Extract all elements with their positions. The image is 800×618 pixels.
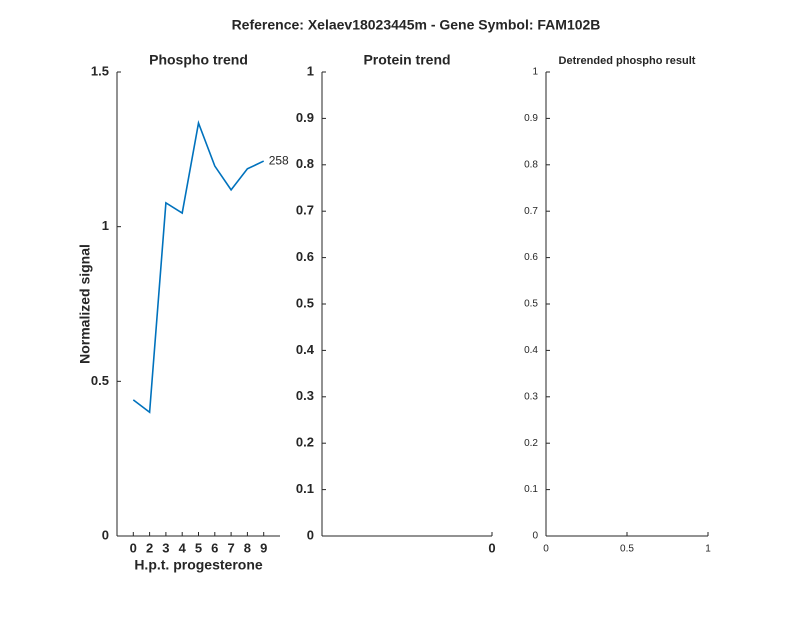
y-tick-label: 0.1 [524,484,538,495]
x-tick-label: 1 [705,544,711,555]
y-tick-label: 0.4 [524,345,538,356]
y-tick-label: 0.4 [296,342,315,357]
chart-title: Protein trend [363,52,450,68]
y-tick-label: 1 [532,67,538,78]
x-tick-label: 5 [195,540,202,555]
x-tick-label: 0 [543,544,549,555]
x-tick-label: 8 [244,540,251,555]
y-tick-label: 1.5 [91,63,109,78]
y-tick-label: 0.7 [296,203,314,218]
y-tick-label: 0.2 [296,435,314,450]
y-tick-label: 0.1 [296,481,314,496]
x-tick-label: 6 [211,540,218,555]
y-axis-label: Normalized signal [77,244,93,364]
y-tick-label: 0.5 [296,295,314,310]
chart-title: Detrended phospho result [559,55,696,67]
y-tick-label: 0.8 [524,159,538,170]
x-tick-label: 7 [227,540,234,555]
x-tick-label: 0.5 [620,544,634,555]
x-tick-label: 9 [260,540,267,555]
y-tick-label: 0.5 [91,373,109,388]
y-tick-label: 0.6 [296,249,314,264]
y-tick-label: 0.5 [524,299,538,310]
figure-title: Reference: Xelaev18023445m - Gene Symbol… [232,17,601,33]
y-tick-label: 0.3 [524,391,538,402]
y-tick-label: 0.3 [296,388,314,403]
y-tick-label: 0 [532,531,538,542]
x-axis-label: H.p.t. progesterone [134,557,263,573]
line-annotation: 258 [269,153,289,167]
chart-title: Phospho trend [149,52,248,68]
y-tick-label: 0.8 [296,156,314,171]
y-tick-label: 0.6 [524,252,538,263]
x-tick-label: 4 [179,540,187,555]
x-tick-label: 0 [130,540,137,555]
y-tick-label: 0.7 [524,206,538,217]
y-tick-label: 0.9 [524,113,538,124]
x-tick-label: 0 [488,540,495,555]
y-tick-label: 0 [307,527,314,542]
y-tick-label: 1 [102,218,109,233]
y-tick-label: 0.9 [296,110,314,125]
x-tick-label: 3 [162,540,169,555]
y-tick-label: 0.2 [524,438,538,449]
x-tick-label: 2 [146,540,153,555]
line-series [132,120,265,414]
y-tick-label: 1 [307,63,314,78]
y-tick-label: 0 [102,527,109,542]
